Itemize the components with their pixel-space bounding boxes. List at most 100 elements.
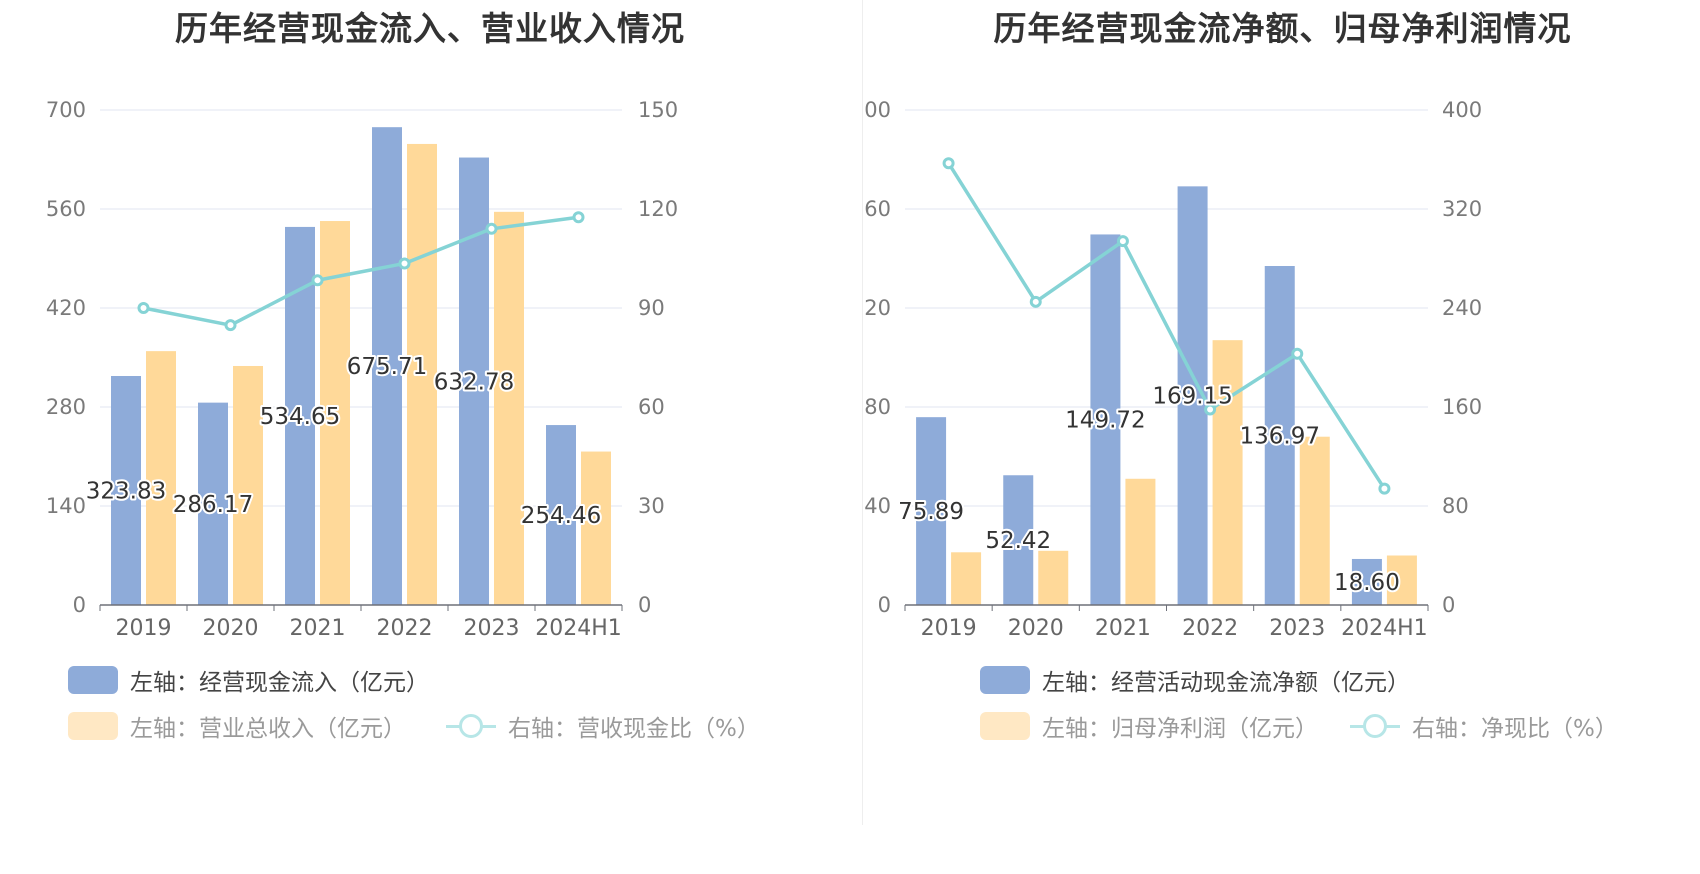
data-label-2021: 149.72 <box>1065 408 1145 434</box>
data-label-2023: 632.78 <box>434 369 514 395</box>
x-tick-label: 2021 <box>1095 616 1151 641</box>
y-tick-label-right: 160 <box>1442 395 1482 419</box>
y-tick-label-left: 280 <box>46 395 86 419</box>
x-tick-label: 2019 <box>116 616 172 641</box>
bar-orange-2022 <box>407 143 437 605</box>
data-label-2023: 136.97 <box>1240 423 1320 449</box>
legend-label: 左轴：经营现金流入（亿元） <box>130 670 429 696</box>
line-point-2023 <box>485 222 498 235</box>
y-tick-label-left: 560 <box>46 197 86 221</box>
y-tick-label-left: 700 <box>46 98 86 122</box>
legend-swatch-orange <box>980 712 1030 740</box>
legend-item-revenue[interactable]: 左轴：营业总收入（亿元） <box>68 709 406 743</box>
y-tick-label-left: 0 <box>878 593 891 617</box>
legend-label: 右轴：净现比（%） <box>1412 716 1618 742</box>
chart-panel-left: 历年经营现金流入、营业收入情况 0 140 280 420 560 700 0 30 60 90 1… <box>46 9 760 743</box>
y-tick-label-right: 90 <box>638 296 665 320</box>
data-label-2019: 323.83 <box>86 479 166 505</box>
chart-title: 历年经营现金流净额、归母净利润情况 <box>993 9 1572 48</box>
y-tick-label-right: 0 <box>1442 593 1455 617</box>
y-tick-label-right: 120 <box>638 197 678 221</box>
bar-blue-2019 <box>916 417 947 605</box>
y-tick-label-left: 140 <box>46 494 86 518</box>
line-point-2022 <box>398 257 411 270</box>
x-tick-label: 2023 <box>1269 616 1325 641</box>
line-point-2022 <box>1204 403 1217 416</box>
x-tick-label: 2021 <box>290 616 346 641</box>
legend-item-net-cash-ratio[interactable]: 右轴：净现比（%） <box>1350 709 1618 743</box>
x-tick-label: 2024H1 <box>1341 616 1428 641</box>
data-label-2022: 675.71 <box>347 354 427 380</box>
legend-label: 右轴：营收现金比（%） <box>508 716 760 742</box>
chart-title: 历年经营现金流入、营业收入情况 <box>175 9 685 48</box>
line-point-2019 <box>137 302 150 314</box>
bar-orange-2021 <box>1125 478 1156 605</box>
bar-orange-2023 <box>494 211 524 606</box>
y-tick-label-right: 320 <box>1442 197 1482 221</box>
data-label-2020: 286.17 <box>173 492 253 518</box>
bar-orange-2021 <box>320 221 350 605</box>
legend-label: 左轴：营业总收入（亿元） <box>130 716 406 742</box>
legend-swatch-blue <box>980 666 1030 694</box>
data-label-2021: 534.65 <box>260 404 340 430</box>
bar-orange-2024H1 <box>1386 555 1417 605</box>
line-point-2020 <box>1029 295 1042 308</box>
legend-swatch-orange <box>68 712 118 740</box>
x-tick-label: 2019 <box>921 616 977 641</box>
line-point-2024H1 <box>1378 482 1391 495</box>
legend-item-net-profit[interactable]: 左轴：归母净利润（亿元） <box>980 709 1318 743</box>
y-tick-label-right: 60 <box>638 395 665 419</box>
bar-blue-2021 <box>1090 234 1121 605</box>
panel-divider <box>862 0 863 825</box>
line-point-2021 <box>1116 235 1129 248</box>
data-label-2022: 169.15 <box>1152 384 1232 410</box>
bar-orange-2023 <box>1299 436 1330 605</box>
x-tick-label: 2022 <box>377 616 433 641</box>
bar-orange-2020 <box>233 365 263 605</box>
x-tick-label: 2023 <box>464 616 520 641</box>
y-tick-label-left: 80 <box>865 395 891 419</box>
x-tick-label: 2020 <box>203 616 259 641</box>
legend-item-cash-inflow[interactable]: 左轴：经营现金流入（亿元） <box>68 663 429 697</box>
legend-label: 左轴：归母净利润（亿元） <box>1042 716 1318 742</box>
legend-item-net-cash-flow[interactable]: 左轴：经营活动现金流净额（亿元） <box>980 663 1410 697</box>
data-label-2024H1: 254.46 <box>521 503 601 529</box>
legend-line-symbol <box>1350 714 1400 738</box>
line-series <box>143 215 579 327</box>
bar-orange-2019 <box>951 552 982 605</box>
bar-blue-2022 <box>372 127 402 605</box>
y-tick-label-right: 150 <box>638 98 678 122</box>
y-tick-label-left: 160 <box>865 197 891 221</box>
bar-orange-2022 <box>1212 340 1243 605</box>
chart-plot-left: 0 140 280 420 560 700 0 30 60 90 120 150 2019 2020 202… <box>46 98 678 641</box>
data-label-2020: 52.42 <box>985 528 1051 554</box>
bar-blue-2024H1 <box>546 425 576 605</box>
y-tick-label-left: 420 <box>46 296 86 320</box>
line-point-2019 <box>942 157 955 170</box>
y-tick-label-right: 400 <box>1442 98 1482 122</box>
legend-swatch-blue <box>68 666 118 694</box>
line-point-2024H1 <box>572 211 585 224</box>
legend-item-cash-ratio[interactable]: 右轴：营收现金比（%） <box>446 709 760 743</box>
x-tick-label: 2022 <box>1182 616 1238 641</box>
y-tick-label-left: 40 <box>865 494 891 518</box>
bar-blue-2024H1 <box>1351 558 1382 605</box>
chart-panel-right: 历年经营现金流净额、归母净利润情况 0 40 80 120 160 200 0 80 160 24… <box>865 0 1700 874</box>
line-point-2020 <box>224 319 237 332</box>
bar-blue-2020 <box>1003 475 1034 605</box>
y-tick-label-right: 240 <box>1442 296 1482 320</box>
y-tick-label-left: 0 <box>73 593 86 617</box>
legend-line-symbol <box>446 714 496 738</box>
bar-orange-2024H1 <box>581 451 611 605</box>
legend-label: 左轴：经营活动现金流净额（亿元） <box>1042 670 1410 696</box>
y-tick-label-right: 0 <box>638 593 651 617</box>
bar-blue-2020 <box>198 402 228 605</box>
x-tick-label: 2020 <box>1008 616 1064 641</box>
line-point-2021 <box>311 274 324 287</box>
bar-orange-2019 <box>146 351 176 605</box>
x-tick-label: 2024H1 <box>535 616 622 641</box>
y-tick-label-left: 200 <box>865 98 891 122</box>
chart-plot-right: 0 40 80 120 160 200 0 80 160 240 320 400 2019 2020 202… <box>865 98 1482 641</box>
bar-blue-2019 <box>111 376 141 605</box>
bar-orange-2020 <box>1038 550 1069 605</box>
